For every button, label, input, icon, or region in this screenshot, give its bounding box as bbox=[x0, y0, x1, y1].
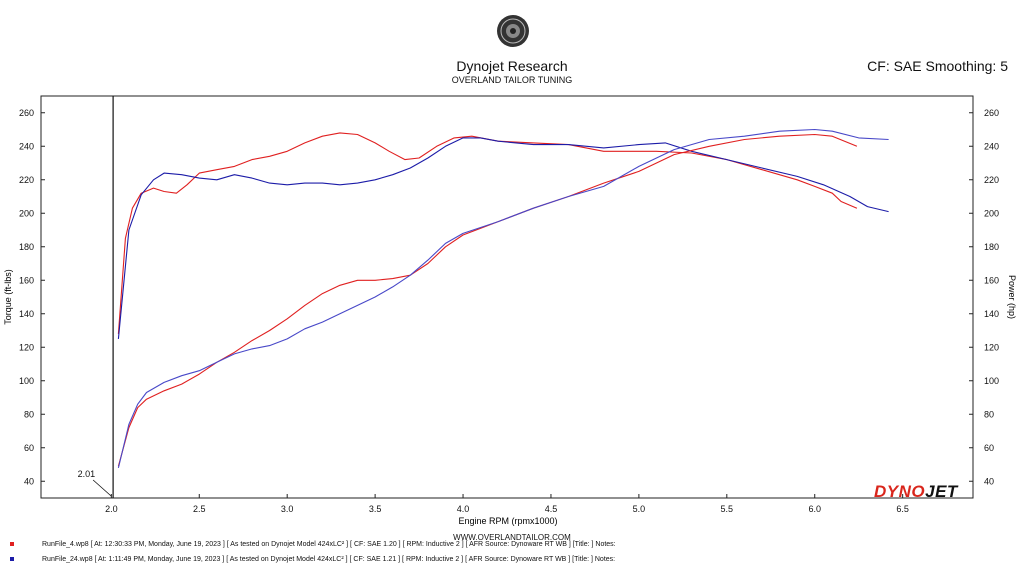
y-axis-right-label: Power (hp) bbox=[1007, 275, 1017, 319]
x-axis-label: Engine RPM (rpmx1000) bbox=[458, 516, 557, 526]
chart-subtitle: OVERLAND TAILOR TUNING bbox=[451, 75, 573, 85]
y-tick-label-left-180: 180 bbox=[19, 242, 34, 252]
brand-part-dyno: DYNO bbox=[874, 482, 926, 501]
y-tick-label-right-60: 60 bbox=[984, 443, 994, 453]
y-tick-label-left-220: 220 bbox=[19, 175, 34, 185]
y-tick-label-left-240: 240 bbox=[19, 141, 34, 151]
dynojet-brand-logo: DYNOJET bbox=[874, 482, 958, 502]
y-axis-left-label: Torque (ft-lbs) bbox=[3, 269, 13, 325]
y-tick-label-right-240: 240 bbox=[984, 141, 999, 151]
y-tick-label-left-100: 100 bbox=[19, 376, 34, 386]
y-tick-label-right-200: 200 bbox=[984, 208, 999, 218]
y-tick-label-left-260: 260 bbox=[19, 108, 34, 118]
series-line-torque-run24 bbox=[117, 137, 889, 339]
x-tick-label-2.5: 2.5 bbox=[193, 504, 206, 514]
x-tick-label-5.5: 5.5 bbox=[721, 504, 734, 514]
legend-text-run4: RunFile_4.wp8 [ At: 12:30:33 PM, Monday,… bbox=[42, 541, 616, 548]
legend-entry-run24: RunFile_24.wp8 [ At: 1:11:49 PM, Monday,… bbox=[10, 556, 1010, 568]
plot-area bbox=[40, 95, 974, 499]
x-tick-label-6.5: 6.5 bbox=[896, 504, 909, 514]
y-tick-label-right-40: 40 bbox=[984, 476, 994, 486]
y-tick-label-left-40: 40 bbox=[24, 476, 34, 486]
x-tick-label-4: 4.0 bbox=[457, 504, 470, 514]
y-tick-label-left-120: 120 bbox=[19, 342, 34, 352]
cf-smoothing-label: CF: SAE Smoothing: 5 bbox=[867, 58, 1008, 74]
series-line-power-run24 bbox=[117, 128, 889, 469]
x-tick-label-4.5: 4.5 bbox=[545, 504, 558, 514]
x-tick-label-3.5: 3.5 bbox=[369, 504, 382, 514]
series-line-power-run4 bbox=[117, 133, 858, 467]
legend-swatch-run4 bbox=[10, 542, 14, 547]
legend-swatch-run24 bbox=[10, 557, 14, 562]
cursor-pointer bbox=[92, 479, 112, 497]
dyno-chart: 40 40 60 60 80 80 100 100 120 120 140 140 160 160 180 1… bbox=[3, 95, 1017, 526]
y-tick-label-right-220: 220 bbox=[984, 175, 999, 185]
y-tick-label-left-200: 200 bbox=[19, 208, 34, 218]
x-tick-label-5: 5.0 bbox=[633, 504, 646, 514]
website-url: WWW.OVERLANDTAILOR.COM bbox=[453, 533, 571, 542]
y-tick-label-left-160: 160 bbox=[19, 275, 34, 285]
x-tick-label-3: 3.0 bbox=[281, 504, 294, 514]
legend-entry-run4: RunFile_4.wp8 [ At: 12:30:33 PM, Monday,… bbox=[10, 541, 1010, 553]
y-tick-label-left-80: 80 bbox=[24, 409, 34, 419]
chart-title: Dynojet Research bbox=[456, 58, 568, 74]
brand-part-jet: JET bbox=[925, 482, 958, 501]
y-tick-label-left-60: 60 bbox=[24, 443, 34, 453]
dynojet-logo-icon bbox=[497, 15, 529, 47]
y-tick-label-right-100: 100 bbox=[984, 376, 999, 386]
y-tick-label-right-160: 160 bbox=[984, 275, 999, 285]
series-line-torque-run4 bbox=[117, 132, 858, 334]
y-tick-label-right-180: 180 bbox=[984, 242, 999, 252]
y-tick-label-right-80: 80 bbox=[984, 409, 994, 419]
x-tick-label-6: 6.0 bbox=[808, 504, 821, 514]
legend-text-run24: RunFile_24.wp8 [ At: 1:11:49 PM, Monday,… bbox=[42, 556, 616, 563]
x-tick-label-2: 2.0 bbox=[105, 504, 118, 514]
y-tick-label-right-120: 120 bbox=[984, 342, 999, 352]
cursor-value-label: 2.01 bbox=[78, 469, 96, 479]
y-tick-label-right-140: 140 bbox=[984, 309, 999, 319]
y-tick-label-left-140: 140 bbox=[19, 309, 34, 319]
y-tick-label-right-260: 260 bbox=[984, 108, 999, 118]
